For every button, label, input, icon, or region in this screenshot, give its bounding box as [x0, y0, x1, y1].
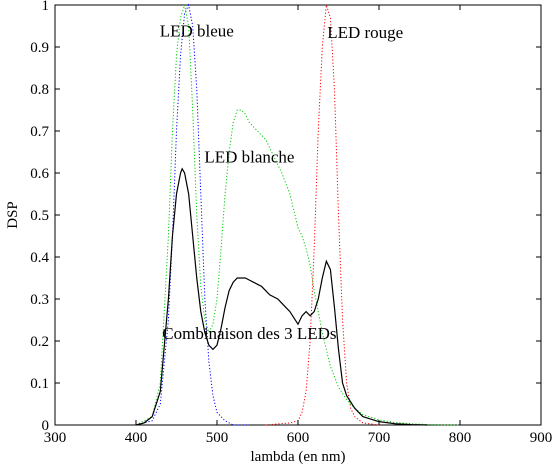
x-tick-label: 600	[287, 430, 310, 446]
led-white-curve	[135, 4, 460, 426]
y-tick-label: 0.4	[30, 250, 49, 266]
y-tick-label: 0	[42, 418, 50, 434]
x-tick-label: 800	[449, 430, 472, 446]
x-tick-label: 300	[44, 430, 67, 446]
y-tick-label: 0.9	[30, 40, 49, 56]
tick-layer: 300 400 500 600 700 800 900 0 0.1 0.2 0.3 0.4 0.5 0.6…	[30, 0, 552, 446]
combined-curve	[135, 167, 428, 426]
y-tick-label: 0.3	[30, 292, 49, 308]
x-tick-label: 700	[368, 430, 391, 446]
annotation-layer: LED bleue LED rouge LED blanche Combinaison…	[160, 22, 404, 343]
annotation-label: LED bleue	[160, 22, 234, 41]
y-tick-label: 0.7	[30, 124, 49, 140]
y-tick-label: 0.2	[30, 334, 49, 350]
led-blue-curve	[135, 3, 250, 426]
annotation-label: LED blanche	[204, 148, 294, 167]
series-layer	[135, 3, 460, 426]
x-axis-title: lambda (en nm)	[251, 449, 346, 465]
y-tick-label: 0.1	[30, 376, 49, 392]
led-red-curve	[265, 4, 380, 426]
y-tick-label: 0.8	[30, 82, 49, 98]
x-tick-label: 900	[530, 430, 553, 446]
y-tick-label: 1	[42, 0, 50, 14]
x-tick-label: 500	[206, 430, 229, 446]
annotation-label: Combinaison des 3 LEDs	[162, 324, 336, 343]
x-tick-label: 400	[125, 430, 148, 446]
y-tick-label: 0.5	[30, 208, 49, 224]
plot-frame	[54, 4, 542, 426]
y-axis-title: DSP	[5, 201, 21, 229]
annotation-label: LED rouge	[327, 23, 403, 42]
y-tick-label: 0.6	[30, 166, 49, 182]
